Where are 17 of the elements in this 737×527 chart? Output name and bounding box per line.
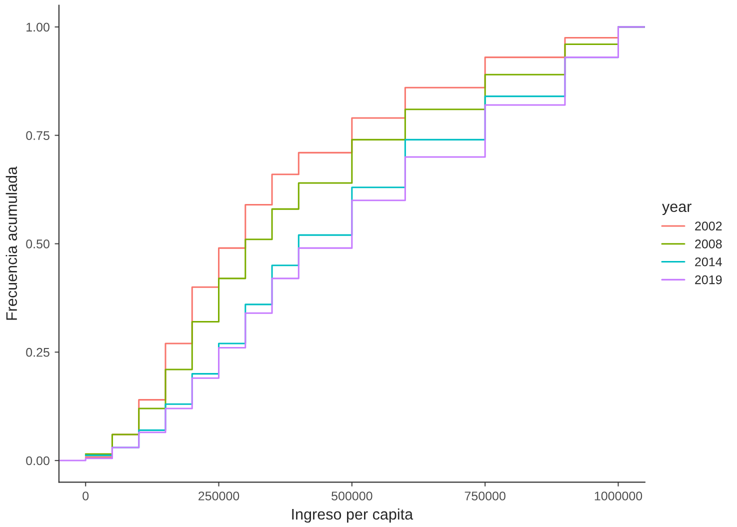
x-tick-label: 500000 bbox=[332, 492, 372, 500]
x-tick-label: 250000 bbox=[198, 492, 240, 500]
legend-label: 2014 bbox=[695, 257, 722, 266]
x-tick-label: 750000 bbox=[464, 492, 506, 500]
y-axis-title: Frecuencia acumulada bbox=[6, 166, 18, 320]
y-tick-label: 0.50 bbox=[26, 240, 50, 248]
y-tick-label: 1.00 bbox=[26, 22, 50, 32]
y-tick-label: 0.25 bbox=[26, 348, 50, 357]
x-tick-label: 0 bbox=[82, 492, 89, 500]
legend-title: year bbox=[662, 204, 692, 216]
legend-label: 2019 bbox=[695, 275, 722, 284]
y-tick-label: 0.75 bbox=[26, 131, 50, 140]
legend-label: 2008 bbox=[695, 240, 722, 248]
x-tick-label: 1000000 bbox=[594, 492, 642, 500]
legend-label: 2002 bbox=[695, 222, 722, 230]
x-axis-title: Ingreso per capita bbox=[292, 508, 414, 523]
y-tick-label: 0.00 bbox=[26, 456, 50, 466]
